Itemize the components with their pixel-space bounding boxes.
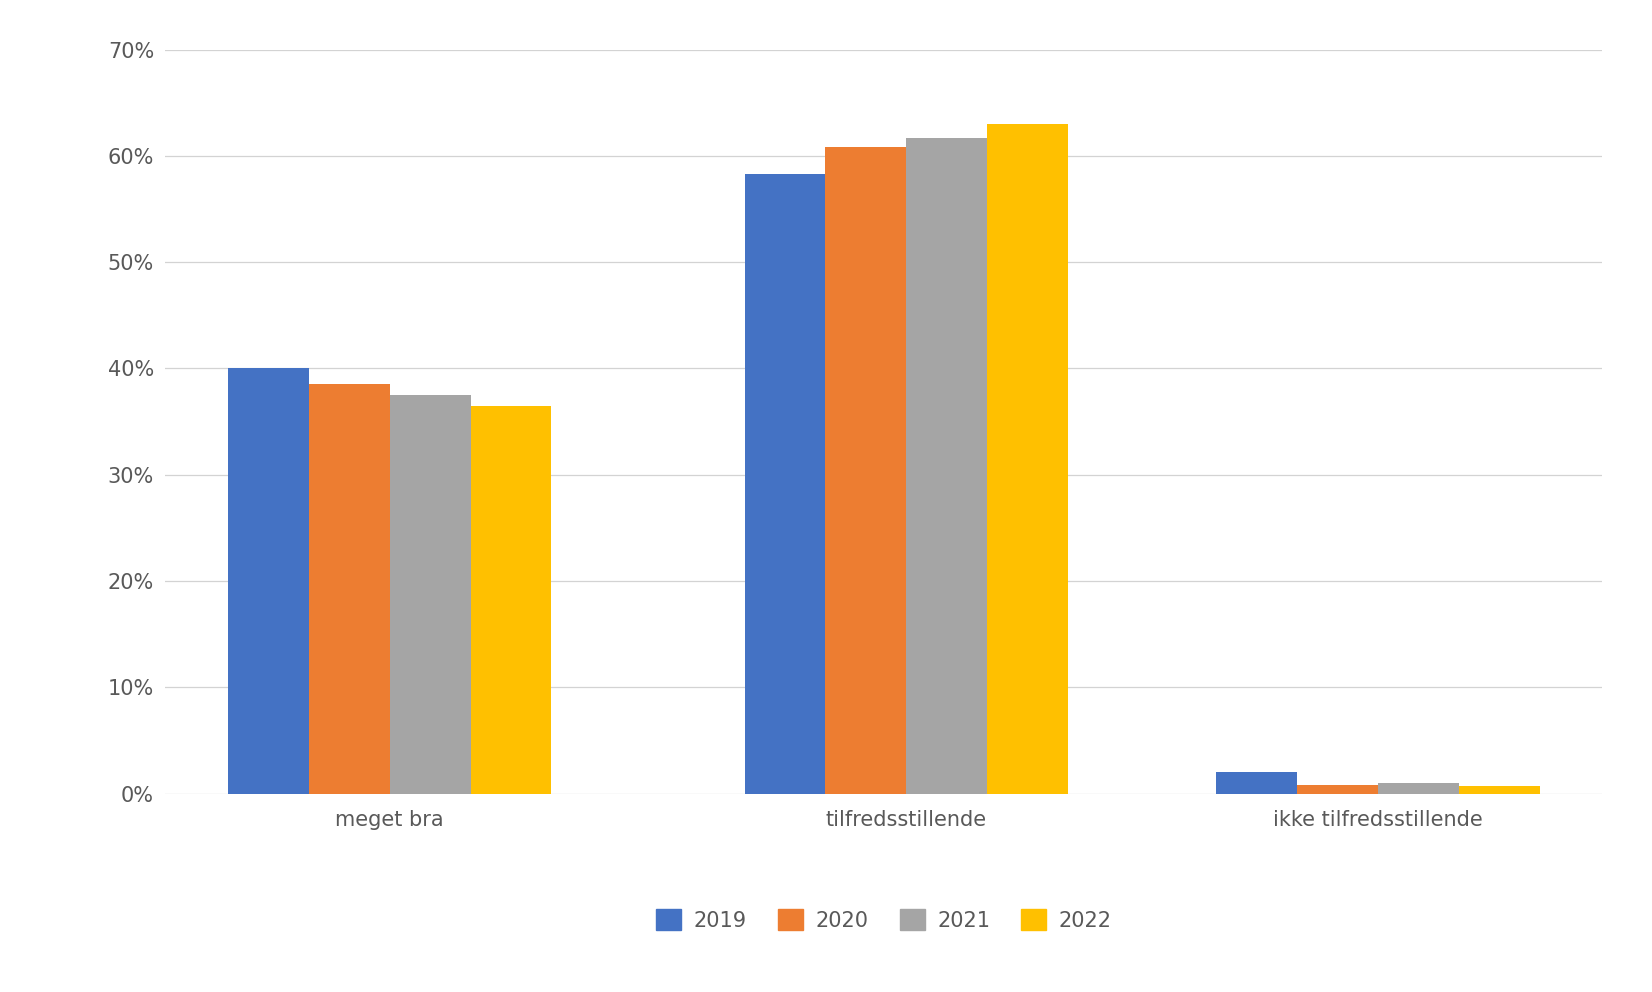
Bar <box>745 174 826 794</box>
Bar <box>826 148 907 794</box>
Bar <box>1459 787 1540 794</box>
Bar <box>907 138 988 794</box>
Bar <box>1378 783 1459 794</box>
Bar <box>1297 785 1378 794</box>
Bar <box>988 124 1067 794</box>
Bar <box>228 368 309 794</box>
Legend: 2019, 2020, 2021, 2022: 2019, 2020, 2021, 2022 <box>648 901 1120 939</box>
Bar <box>390 395 471 794</box>
Bar <box>1216 773 1297 794</box>
Bar <box>471 406 552 794</box>
Bar <box>309 384 390 794</box>
